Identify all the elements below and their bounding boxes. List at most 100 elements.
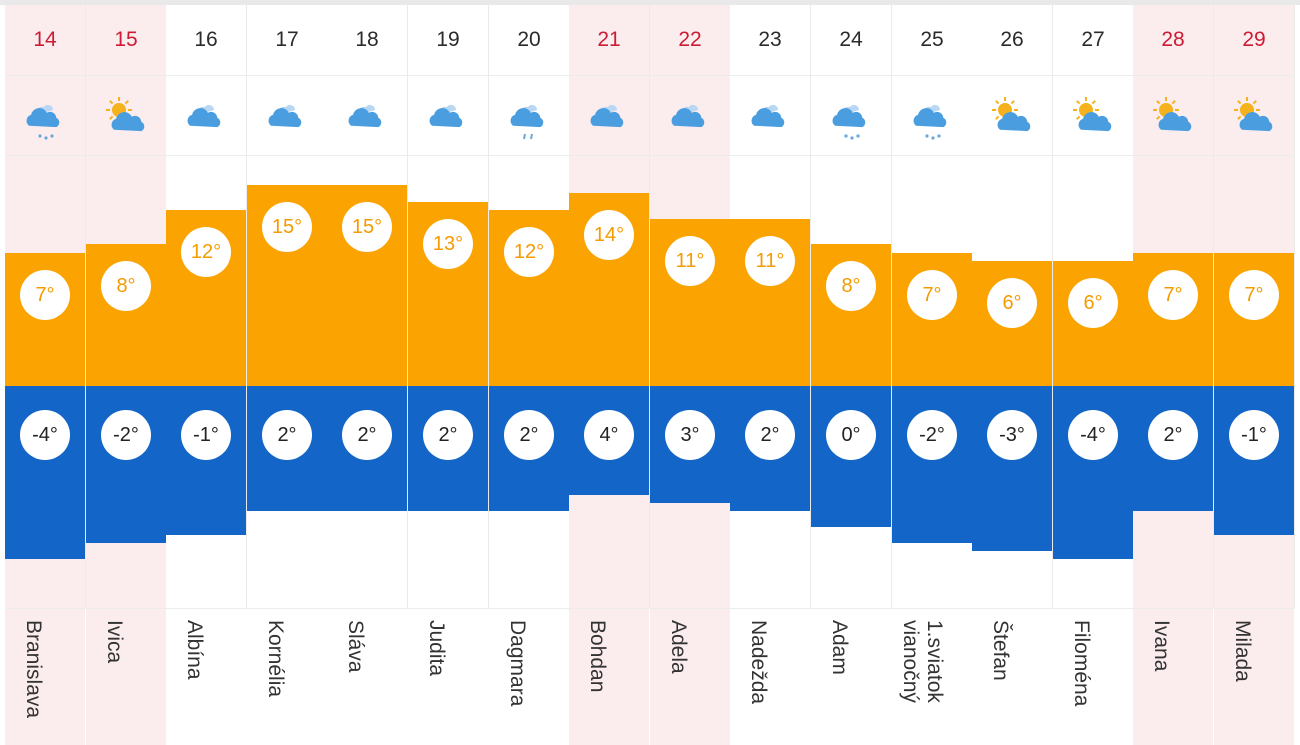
day-column: 19 13° 2° Judita bbox=[408, 5, 488, 745]
day-column: 25 7° -2° 1.sviatok vianočný bbox=[892, 5, 972, 745]
day-number: 21 bbox=[597, 28, 621, 51]
low-temp-label: 3° bbox=[665, 410, 715, 460]
low-temp-label: 2° bbox=[504, 410, 554, 460]
nameday-label: Adela bbox=[667, 620, 690, 674]
day-number: 14 bbox=[33, 28, 57, 51]
cloud-icon bbox=[182, 93, 232, 143]
nameday-label: Milada bbox=[1231, 620, 1254, 682]
low-temp-label: -2° bbox=[907, 410, 957, 460]
day-number: 23 bbox=[758, 28, 782, 51]
nameday-label: Sláva bbox=[344, 620, 367, 673]
sun-cloud-icon bbox=[1069, 93, 1119, 143]
high-temp-label: 11° bbox=[665, 236, 715, 286]
day-number: 17 bbox=[275, 28, 299, 51]
low-temp-label: 2° bbox=[1148, 410, 1198, 460]
day-column: 18 15° 2° Sláva bbox=[327, 5, 407, 745]
high-temp-label: 7° bbox=[907, 270, 957, 320]
day-number: 28 bbox=[1161, 28, 1185, 51]
low-temp-label: 2° bbox=[423, 410, 473, 460]
nameday-label: Nadežda bbox=[747, 620, 770, 705]
nameday-label: Judita bbox=[425, 620, 448, 677]
nameday-label: Štefan bbox=[989, 620, 1012, 681]
column-divider bbox=[85, 5, 86, 608]
low-temp-label: 0° bbox=[826, 410, 876, 460]
day-column: 28 7° 2° Ivana bbox=[1133, 5, 1213, 745]
sun-cloud-icon bbox=[1149, 93, 1199, 143]
day-number: 19 bbox=[436, 28, 460, 51]
low-temp-label: -1° bbox=[181, 410, 231, 460]
nameday-label: Kornélia bbox=[264, 620, 287, 698]
row-divider bbox=[5, 75, 1295, 76]
column-divider bbox=[1294, 5, 1295, 608]
top-strip bbox=[0, 0, 1300, 5]
row-divider bbox=[5, 155, 1295, 156]
nameday-label: Ivana bbox=[1150, 620, 1173, 672]
column-divider bbox=[488, 5, 489, 608]
day-number: 25 bbox=[920, 28, 944, 51]
low-temp-label: -1° bbox=[1229, 410, 1279, 460]
low-temp-label: 2° bbox=[342, 410, 392, 460]
day-number: 22 bbox=[678, 28, 702, 51]
low-temp-label: 2° bbox=[745, 410, 795, 460]
sun-cloud-icon bbox=[988, 93, 1038, 143]
nameday-label: Albína bbox=[183, 620, 206, 680]
sun-cloud-icon bbox=[102, 93, 152, 143]
nameday-label: Ivica bbox=[103, 620, 126, 664]
column-divider bbox=[1213, 5, 1214, 608]
high-temp-label: 8° bbox=[101, 261, 151, 311]
nameday-label: Bohdan bbox=[586, 620, 609, 693]
day-column: 27 6° -4° Filoména bbox=[1053, 5, 1133, 745]
sun-cloud-icon bbox=[1230, 93, 1280, 143]
high-temp-label: 7° bbox=[1229, 270, 1279, 320]
high-temp-label: 14° bbox=[584, 210, 634, 260]
day-column: 16 12° -1° Albína bbox=[166, 5, 246, 745]
cloud-icon bbox=[585, 93, 635, 143]
day-number: 29 bbox=[1242, 28, 1266, 51]
high-temp-label: 6° bbox=[1068, 278, 1118, 328]
high-temp-label: 15° bbox=[262, 202, 312, 252]
day-column: 20 12° 2° Dagmara bbox=[489, 5, 569, 745]
cloud-icon bbox=[746, 93, 796, 143]
column-divider bbox=[649, 5, 650, 608]
column-divider bbox=[246, 5, 247, 608]
day-number: 27 bbox=[1081, 28, 1105, 51]
high-temp-label: 13° bbox=[423, 219, 473, 269]
day-column: 15 8° -2° Ivica bbox=[86, 5, 166, 745]
rain-cloud-icon bbox=[505, 93, 555, 143]
nameday-label: Branislava bbox=[22, 620, 45, 719]
high-temp-label: 8° bbox=[826, 261, 876, 311]
day-column: 14 7° -4° Branislava bbox=[5, 5, 85, 745]
chart-bottom-line bbox=[5, 608, 1295, 609]
day-number: 24 bbox=[839, 28, 863, 51]
nameday-label: Dagmara bbox=[506, 620, 529, 707]
high-temp-label: 7° bbox=[20, 270, 70, 320]
low-temp-label: -2° bbox=[101, 410, 151, 460]
column-divider bbox=[891, 5, 892, 608]
day-number: 20 bbox=[517, 28, 541, 51]
snow-cloud-icon bbox=[21, 93, 71, 143]
forecast-chart: 14 7° -4° Branislava 15 8° -2° Ivica 16 12° -1° Alb… bbox=[5, 5, 1295, 745]
snow-cloud-icon bbox=[827, 93, 877, 143]
nameday-label: Filoména bbox=[1070, 620, 1093, 707]
low-temp-label: -4° bbox=[1068, 410, 1118, 460]
column-divider bbox=[407, 5, 408, 608]
day-number: 15 bbox=[114, 28, 138, 51]
low-temp-label: -3° bbox=[987, 410, 1037, 460]
day-number: 26 bbox=[1000, 28, 1024, 51]
low-temp-label: 4° bbox=[584, 410, 634, 460]
column-divider bbox=[810, 5, 811, 608]
day-column: 24 8° 0° Adam bbox=[811, 5, 891, 745]
day-column: 22 11° 3° Adela bbox=[650, 5, 730, 745]
high-temp-label: 12° bbox=[181, 227, 231, 277]
nameday-label: Adam bbox=[828, 620, 851, 675]
nameday-label: 1.sviatok vianočný bbox=[899, 620, 946, 703]
low-temp-label: -4° bbox=[20, 410, 70, 460]
day-column: 23 11° 2° Nadežda bbox=[730, 5, 810, 745]
low-temp-bar bbox=[1214, 386, 1294, 535]
day-column: 17 15° 2° Kornélia bbox=[247, 5, 327, 745]
high-temp-label: 15° bbox=[342, 202, 392, 252]
low-temp-bar bbox=[166, 386, 246, 535]
cloud-icon bbox=[666, 93, 716, 143]
day-number: 18 bbox=[355, 28, 379, 51]
day-column: 29 7° -1° Milada bbox=[1214, 5, 1294, 745]
